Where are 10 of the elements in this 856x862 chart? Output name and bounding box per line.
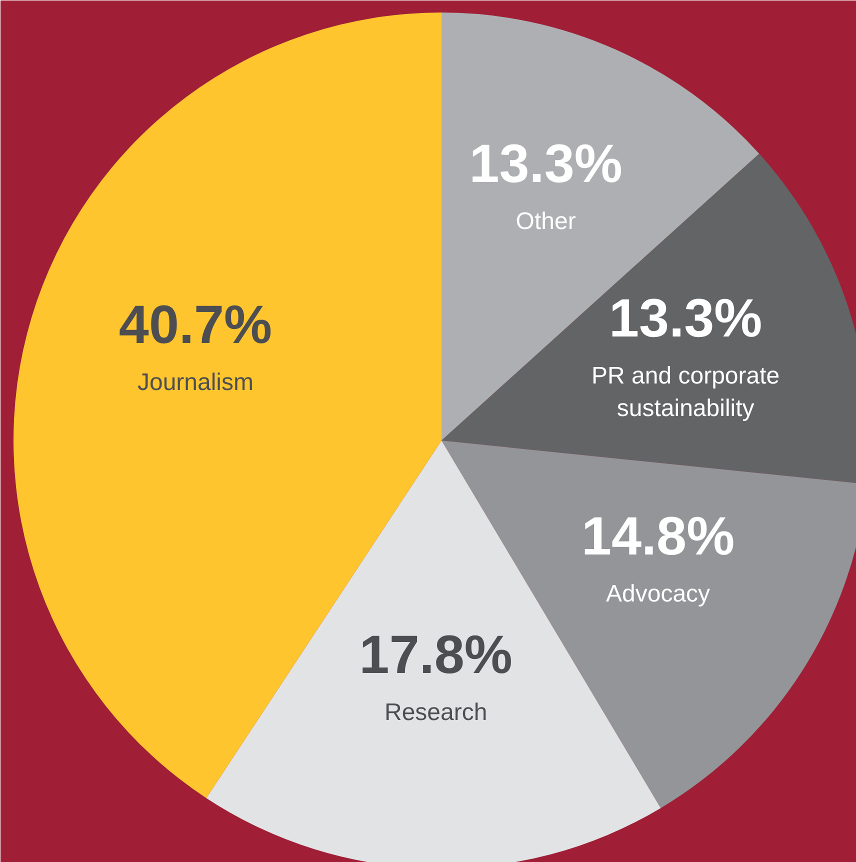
slice-label: Advocacy	[606, 580, 710, 608]
data-label: 14.8%	[581, 506, 735, 567]
slice-label: Research	[384, 699, 488, 726]
data-label: 40.7%	[118, 294, 272, 355]
slice-label: Other	[516, 208, 576, 235]
data-label: 17.8%	[359, 625, 512, 686]
data-label: 13.3%	[609, 288, 762, 349]
data-label: 13.3%	[469, 134, 622, 194]
slice-label: Journalism	[137, 368, 254, 396]
slice-label: PR and corporate sustainability	[592, 362, 780, 422]
